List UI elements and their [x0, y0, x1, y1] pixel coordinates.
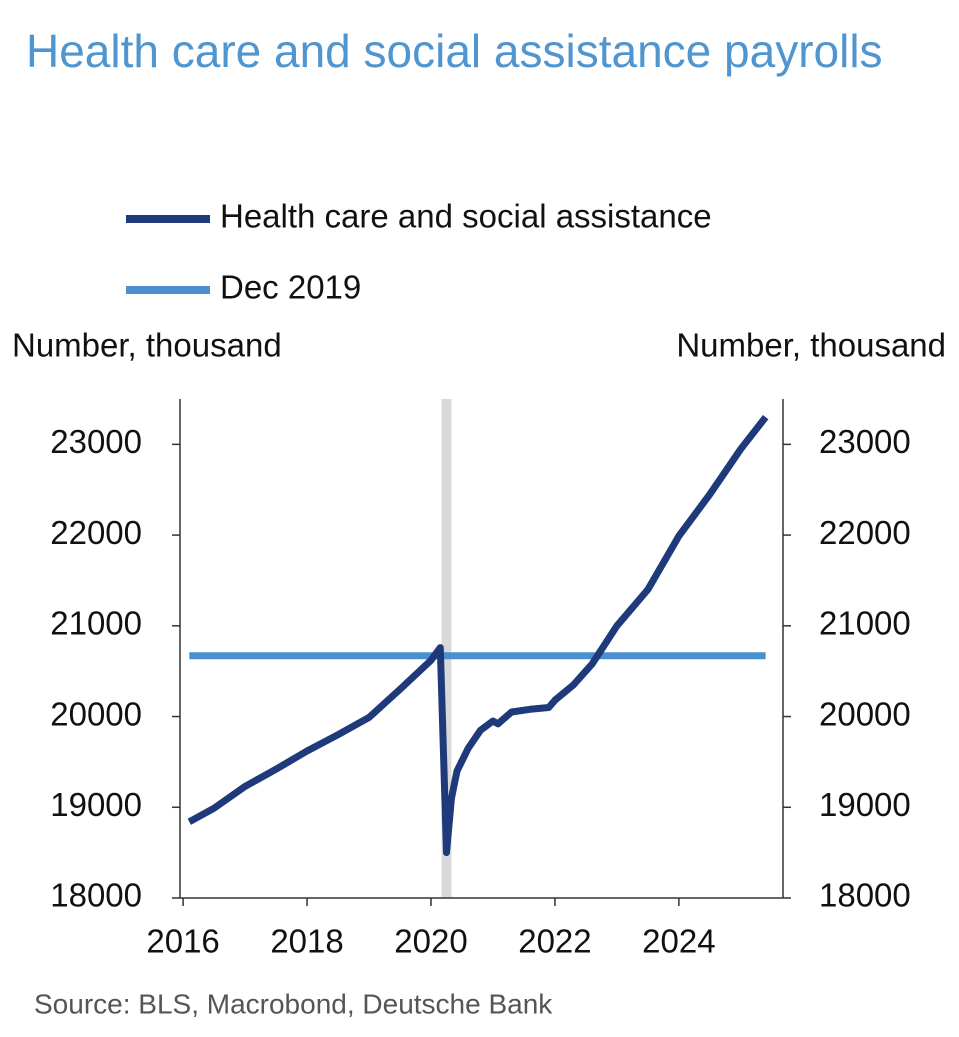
- y2-tick-label: 21000: [819, 605, 911, 642]
- y-axis-label: Number, thousand: [12, 327, 282, 364]
- y-tick-label: 23000: [50, 423, 142, 460]
- y-tick-label: 22000: [50, 514, 142, 551]
- source: Source: BLS, Macrobond, Deutsche Bank: [34, 988, 553, 1019]
- y2-axis-label: Number, thousand: [676, 327, 946, 364]
- recession-shade: [441, 399, 452, 898]
- y-tick-label: 19000: [50, 786, 142, 823]
- y-tick-label: 21000: [50, 605, 142, 642]
- y2-tick-label: 22000: [819, 514, 911, 551]
- x-tick-label: 2020: [394, 923, 467, 960]
- chart-title: Health care and social assistance payrol…: [26, 25, 883, 77]
- series-line: [187, 414, 769, 857]
- legend-label: Dec 2019: [220, 269, 361, 306]
- y2-tick-label: 19000: [819, 786, 911, 823]
- x-tick-label: 2024: [642, 923, 715, 960]
- y-tick-label: 20000: [50, 695, 142, 732]
- y2-tick-label: 18000: [819, 877, 911, 914]
- y2-tick-label: 20000: [819, 695, 911, 732]
- y-tick-label: 18000: [50, 877, 142, 914]
- x-tick-label: 2022: [518, 923, 591, 960]
- legend-label: Health care and social assistance: [220, 198, 712, 235]
- x-tick-label: 2016: [146, 923, 219, 960]
- x-tick-label: 2018: [270, 923, 343, 960]
- y2-tick-label: 23000: [819, 423, 911, 460]
